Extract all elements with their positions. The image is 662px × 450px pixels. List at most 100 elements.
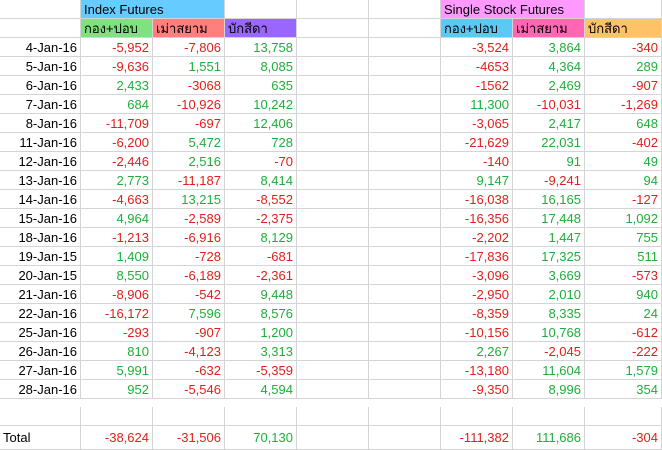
index-col3-header[interactable]: บักสีดา: [225, 19, 297, 38]
index-value-cell[interactable]: -2,589: [153, 209, 225, 228]
stock-value-cell[interactable]: 2,469: [513, 76, 585, 95]
cell[interactable]: [0, 407, 81, 426]
index-futures-title[interactable]: Index Futures: [81, 0, 225, 19]
index-value-cell[interactable]: -6,916: [153, 228, 225, 247]
index-value-cell[interactable]: -5,952: [81, 38, 153, 57]
index-value-cell[interactable]: 2,433: [81, 76, 153, 95]
stock-value-cell[interactable]: 1,579: [585, 361, 662, 380]
stock-value-cell[interactable]: -17,836: [441, 247, 513, 266]
stock-value-cell[interactable]: 17,325: [513, 247, 585, 266]
total-index-col1[interactable]: -38,624: [81, 426, 153, 450]
stock-value-cell[interactable]: -9,350: [441, 380, 513, 399]
index-value-cell[interactable]: -728: [153, 247, 225, 266]
index-value-cell[interactable]: 1,200: [225, 323, 297, 342]
stock-col1-header[interactable]: กอง+ปอบ: [441, 19, 513, 38]
cell[interactable]: [369, 38, 441, 57]
cell[interactable]: [0, 0, 81, 19]
stock-value-cell[interactable]: -3,096: [441, 266, 513, 285]
index-value-cell[interactable]: -907: [153, 323, 225, 342]
index-value-cell[interactable]: -70: [225, 152, 297, 171]
stock-value-cell[interactable]: 354: [585, 380, 662, 399]
stock-value-cell[interactable]: -16,038: [441, 190, 513, 209]
cell[interactable]: [297, 19, 369, 38]
date-cell[interactable]: 25-Jan-16: [0, 323, 81, 342]
stock-value-cell[interactable]: -2,202: [441, 228, 513, 247]
stock-value-cell[interactable]: -222: [585, 342, 662, 361]
cell[interactable]: [369, 426, 441, 450]
cell[interactable]: [369, 133, 441, 152]
stock-value-cell[interactable]: -8,359: [441, 304, 513, 323]
index-value-cell[interactable]: 13,215: [153, 190, 225, 209]
cell[interactable]: [585, 407, 662, 426]
stock-value-cell[interactable]: -573: [585, 266, 662, 285]
index-value-cell[interactable]: -632: [153, 361, 225, 380]
stock-value-cell[interactable]: 8,996: [513, 380, 585, 399]
total-stock-col2[interactable]: 111,686: [513, 426, 585, 450]
index-value-cell[interactable]: 810: [81, 342, 153, 361]
date-cell[interactable]: 13-Jan-16: [0, 171, 81, 190]
index-value-cell[interactable]: 12,406: [225, 114, 297, 133]
date-cell[interactable]: 18-Jan-16: [0, 228, 81, 247]
index-value-cell[interactable]: 728: [225, 133, 297, 152]
stock-value-cell[interactable]: -2,045: [513, 342, 585, 361]
stock-value-cell[interactable]: -3,524: [441, 38, 513, 57]
cell[interactable]: [369, 407, 441, 426]
index-value-cell[interactable]: -681: [225, 247, 297, 266]
stock-value-cell[interactable]: -10,031: [513, 95, 585, 114]
cell[interactable]: [297, 38, 369, 57]
cell[interactable]: [369, 247, 441, 266]
stock-value-cell[interactable]: 16,165: [513, 190, 585, 209]
cell[interactable]: [441, 407, 513, 426]
index-value-cell[interactable]: 8,129: [225, 228, 297, 247]
cell[interactable]: [369, 190, 441, 209]
index-value-cell[interactable]: 4,594: [225, 380, 297, 399]
stock-value-cell[interactable]: -2,950: [441, 285, 513, 304]
stock-value-cell[interactable]: -1562: [441, 76, 513, 95]
stock-value-cell[interactable]: -10,156: [441, 323, 513, 342]
cell[interactable]: [369, 19, 441, 38]
index-value-cell[interactable]: 3,313: [225, 342, 297, 361]
index-value-cell[interactable]: 10,242: [225, 95, 297, 114]
index-value-cell[interactable]: -8,552: [225, 190, 297, 209]
index-value-cell[interactable]: -11,709: [81, 114, 153, 133]
date-cell[interactable]: 20-Jan-15: [0, 266, 81, 285]
index-value-cell[interactable]: -6,189: [153, 266, 225, 285]
cell[interactable]: [369, 171, 441, 190]
stock-value-cell[interactable]: -21,629: [441, 133, 513, 152]
cell[interactable]: [153, 407, 225, 426]
stock-value-cell[interactable]: 2,010: [513, 285, 585, 304]
cell[interactable]: [81, 407, 153, 426]
stock-value-cell[interactable]: -402: [585, 133, 662, 152]
stock-value-cell[interactable]: 1,447: [513, 228, 585, 247]
cell[interactable]: [369, 0, 441, 19]
index-value-cell[interactable]: -2,375: [225, 209, 297, 228]
index-value-cell[interactable]: -293: [81, 323, 153, 342]
cell[interactable]: [369, 361, 441, 380]
cell[interactable]: [369, 114, 441, 133]
index-value-cell[interactable]: 9,448: [225, 285, 297, 304]
cell[interactable]: [369, 266, 441, 285]
index-value-cell[interactable]: 952: [81, 380, 153, 399]
stock-value-cell[interactable]: 11,300: [441, 95, 513, 114]
index-value-cell[interactable]: -4,663: [81, 190, 153, 209]
index-value-cell[interactable]: -1,213: [81, 228, 153, 247]
date-cell[interactable]: 22-Jan-16: [0, 304, 81, 323]
cell[interactable]: [297, 342, 369, 361]
cell[interactable]: [225, 407, 297, 426]
stock-value-cell[interactable]: -1,269: [585, 95, 662, 114]
cell[interactable]: [513, 407, 585, 426]
stock-value-cell[interactable]: 755: [585, 228, 662, 247]
stock-value-cell[interactable]: 3,864: [513, 38, 585, 57]
index-value-cell[interactable]: -7,806: [153, 38, 225, 57]
index-value-cell[interactable]: 8,414: [225, 171, 297, 190]
date-cell[interactable]: 12-Jan-16: [0, 152, 81, 171]
stock-value-cell[interactable]: -9,241: [513, 171, 585, 190]
index-value-cell[interactable]: 2,773: [81, 171, 153, 190]
date-cell[interactable]: 5-Jan-16: [0, 57, 81, 76]
index-value-cell[interactable]: 684: [81, 95, 153, 114]
date-cell[interactable]: 26-Jan-16: [0, 342, 81, 361]
stock-value-cell[interactable]: 511: [585, 247, 662, 266]
cell[interactable]: [369, 342, 441, 361]
cell[interactable]: [225, 0, 297, 19]
cell[interactable]: [297, 426, 369, 450]
